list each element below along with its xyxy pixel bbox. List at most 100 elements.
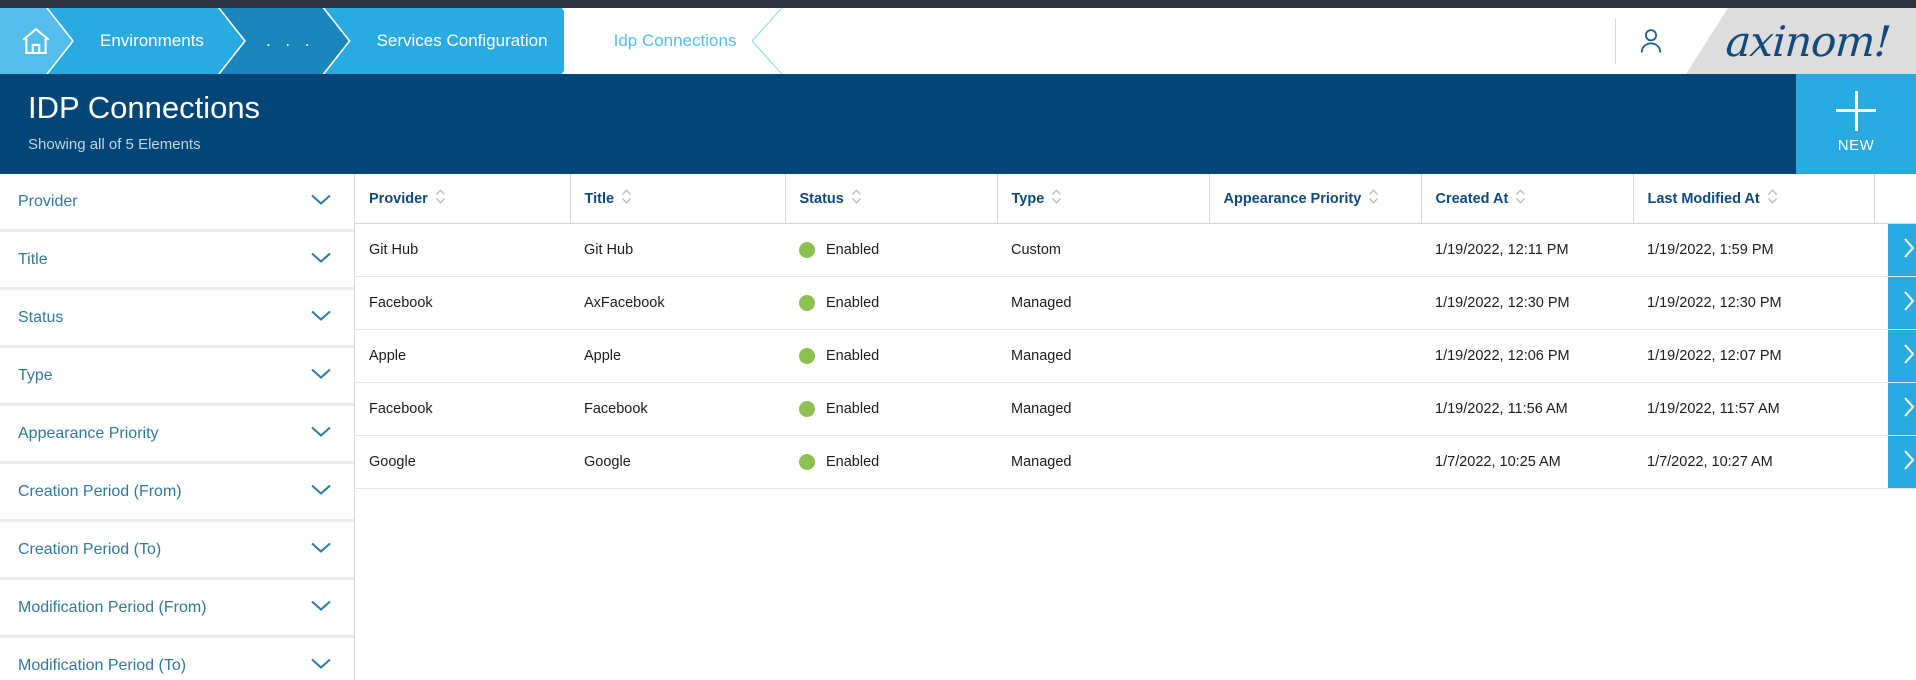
new-button-label: NEW: [1837, 136, 1875, 154]
filter-row-modification-period-from[interactable]: Modification Period (From): [0, 580, 354, 635]
filter-sidebar: Provider Title Status Type Appearance Pr…: [0, 174, 355, 680]
home-icon: [19, 24, 53, 58]
cell-actions: [1874, 276, 1916, 330]
table-row[interactable]: Facebook AxFacebook Enabled Managed 1/19…: [355, 276, 1916, 330]
status-indicator-dot: [799, 295, 815, 311]
breadcrumb-item-environments[interactable]: Environments: [48, 8, 244, 74]
breadcrumb-item-services-configuration[interactable]: Services Configuration: [325, 8, 588, 74]
chevron-right-icon: [1902, 395, 1916, 423]
filter-row-provider[interactable]: Provider: [0, 174, 354, 229]
cell-actions: [1874, 223, 1916, 277]
column-header-label: Title: [584, 190, 615, 207]
chevron-down-icon: [310, 251, 332, 269]
cell-appearance-priority: [1209, 223, 1421, 277]
status-badge: Enabled: [826, 401, 880, 417]
chevron-down-icon: [310, 483, 332, 501]
user-account-button[interactable]: [1616, 8, 1686, 74]
cell-title: Apple: [570, 329, 785, 383]
filter-row-appearance-priority[interactable]: Appearance Priority: [0, 406, 354, 461]
column-header-label: Type: [1011, 190, 1045, 207]
user-account-icon: [1636, 26, 1666, 56]
sort-icon: [1051, 188, 1062, 209]
column-header-title[interactable]: Title: [570, 174, 786, 224]
column-header-last-modified-at[interactable]: Last Modified At: [1633, 174, 1875, 224]
cell-created-at: 1/19/2022, 12:11 PM: [1421, 223, 1633, 277]
top-accent-strip: [0, 0, 1916, 8]
table-row[interactable]: Google Google Enabled Managed 1/7/2022, …: [355, 435, 1916, 489]
filter-label: Creation Period (From): [18, 482, 182, 500]
breadcrumb-spacer: [782, 8, 1615, 74]
chevron-right-icon: [1902, 448, 1916, 476]
column-header-appearance-priority[interactable]: Appearance Priority: [1209, 174, 1422, 224]
table-row[interactable]: Facebook Facebook Enabled Managed 1/19/2…: [355, 382, 1916, 436]
filter-label: Modification Period (From): [18, 598, 207, 616]
chevron-right-icon: [1902, 289, 1916, 317]
table-row[interactable]: Git Hub Git Hub Enabled Custom 1/19/2022…: [355, 223, 1916, 277]
cell-status: Enabled: [785, 329, 997, 383]
row-detail-button[interactable]: [1888, 330, 1916, 382]
cell-type: Custom: [997, 223, 1209, 277]
row-detail-button[interactable]: [1888, 224, 1916, 276]
status-badge: Enabled: [826, 295, 880, 311]
filter-row-creation-period-to[interactable]: Creation Period (To): [0, 522, 354, 577]
column-header-label: Status: [799, 190, 844, 207]
filter-label: Provider: [18, 192, 78, 210]
new-button[interactable]: NEW: [1796, 74, 1916, 174]
column-header-label: Last Modified At: [1647, 190, 1760, 207]
cell-type: Managed: [997, 276, 1209, 330]
row-detail-button[interactable]: [1888, 436, 1916, 488]
content-area: Provider Title Status Type Appearance Pr…: [0, 174, 1916, 680]
page-header-text: IDP Connections Showing all of 5 Element…: [0, 74, 1796, 174]
status-badge: Enabled: [826, 348, 880, 364]
idp-connections-table: Provider Title: [355, 174, 1916, 489]
filter-row-type[interactable]: Type: [0, 348, 354, 403]
cell-appearance-priority: [1209, 329, 1421, 383]
breadcrumb-label: . . .: [265, 31, 315, 50]
cell-provider: Facebook: [355, 276, 570, 330]
column-header-provider[interactable]: Provider: [355, 174, 571, 224]
chevron-down-icon: [310, 367, 332, 385]
filter-label: Modification Period (To): [18, 656, 187, 674]
status-indicator-dot: [799, 401, 815, 417]
column-header-label: Appearance Priority: [1223, 190, 1362, 207]
breadcrumb: Environments . . . Services Configuratio…: [0, 8, 1916, 74]
filter-label: Type: [18, 366, 53, 384]
cell-last-modified-at: 1/19/2022, 11:57 AM: [1633, 382, 1874, 436]
column-header-created-at[interactable]: Created At: [1421, 174, 1634, 224]
breadcrumb-label: Services Configuration: [376, 31, 548, 50]
column-header-label: Provider: [369, 190, 428, 207]
cell-status: Enabled: [785, 276, 997, 330]
column-header-status[interactable]: Status: [785, 174, 998, 224]
table-header-row: Provider Title: [355, 174, 1916, 224]
cell-provider: Google: [355, 435, 570, 489]
chevron-down-icon: [310, 599, 332, 617]
breadcrumb-item-idp-connections[interactable]: Idp Connections: [563, 8, 783, 74]
column-header-type[interactable]: Type: [997, 174, 1210, 224]
brand-logo-text: axinom!: [1724, 16, 1892, 66]
cell-provider: Facebook: [355, 382, 570, 436]
cell-last-modified-at: 1/19/2022, 12:07 PM: [1633, 329, 1874, 383]
cell-created-at: 1/7/2022, 10:25 AM: [1421, 435, 1633, 489]
sort-icon: [435, 188, 446, 209]
chevron-down-icon: [310, 657, 332, 675]
column-header-label: Created At: [1435, 190, 1509, 207]
cell-appearance-priority: [1209, 435, 1421, 489]
cell-last-modified-at: 1/19/2022, 12:30 PM: [1633, 276, 1874, 330]
page-result-count: Showing all of 5 Elements: [28, 135, 201, 153]
row-detail-button[interactable]: [1888, 277, 1916, 329]
cell-type: Managed: [997, 329, 1209, 383]
filter-row-creation-period-from[interactable]: Creation Period (From): [0, 464, 354, 519]
plus-icon: [1834, 89, 1878, 133]
filter-row-status[interactable]: Status: [0, 290, 354, 345]
chevron-down-icon: [310, 193, 332, 211]
idp-connections-table-container: Provider Title: [355, 174, 1916, 680]
cell-last-modified-at: 1/19/2022, 1:59 PM: [1633, 223, 1874, 277]
filter-row-modification-period-to[interactable]: Modification Period (To): [0, 638, 354, 680]
row-detail-button[interactable]: [1888, 383, 1916, 435]
chevron-right-icon: [1902, 236, 1916, 264]
status-badge: Enabled: [826, 454, 880, 470]
table-row[interactable]: Apple Apple Enabled Managed 1/19/2022, 1…: [355, 329, 1916, 383]
cell-title: Google: [570, 435, 785, 489]
toolbar-divider: [1615, 18, 1616, 64]
filter-row-title[interactable]: Title: [0, 232, 354, 287]
